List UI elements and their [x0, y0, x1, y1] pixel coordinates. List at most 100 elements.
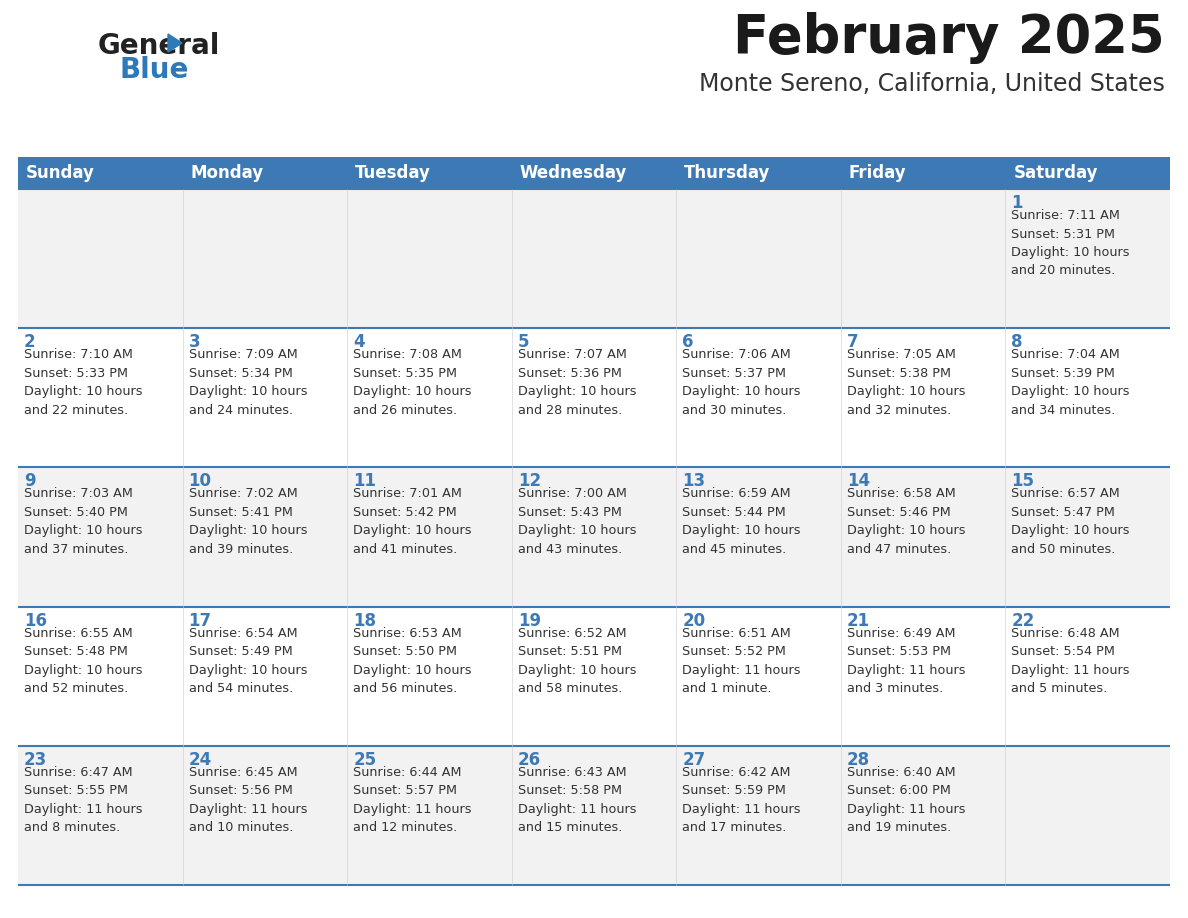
Text: 22: 22 [1011, 611, 1035, 630]
Text: Sunrise: 6:48 AM
Sunset: 5:54 PM
Daylight: 11 hours
and 5 minutes.: Sunrise: 6:48 AM Sunset: 5:54 PM Dayligh… [1011, 627, 1130, 695]
Bar [183, 467, 347, 607]
Text: 21: 21 [847, 611, 870, 630]
Text: Sunrise: 7:06 AM
Sunset: 5:37 PM
Daylight: 10 hours
and 30 minutes.: Sunrise: 7:06 AM Sunset: 5:37 PM Dayligh… [682, 348, 801, 417]
Text: 13: 13 [682, 473, 706, 490]
Bar [18, 329, 183, 467]
Text: 27: 27 [682, 751, 706, 768]
Bar [183, 157, 347, 189]
Text: Thursday: Thursday [684, 164, 771, 182]
Bar [1005, 745, 1170, 885]
Bar [183, 329, 347, 467]
Text: Blue: Blue [120, 56, 189, 84]
Text: Sunrise: 7:09 AM
Sunset: 5:34 PM
Daylight: 10 hours
and 24 minutes.: Sunrise: 7:09 AM Sunset: 5:34 PM Dayligh… [189, 348, 307, 417]
Text: Friday: Friday [849, 164, 906, 182]
Text: February 2025: February 2025 [733, 12, 1165, 64]
Text: 19: 19 [518, 611, 541, 630]
Text: 12: 12 [518, 473, 541, 490]
Bar [183, 189, 347, 329]
Text: Sunrise: 6:47 AM
Sunset: 5:55 PM
Daylight: 11 hours
and 8 minutes.: Sunrise: 6:47 AM Sunset: 5:55 PM Dayligh… [24, 766, 143, 834]
Bar [512, 329, 676, 467]
Text: Sunrise: 6:59 AM
Sunset: 5:44 PM
Daylight: 10 hours
and 45 minutes.: Sunrise: 6:59 AM Sunset: 5:44 PM Dayligh… [682, 487, 801, 556]
Bar [676, 607, 841, 745]
Text: 4: 4 [353, 333, 365, 352]
Text: Sunrise: 7:01 AM
Sunset: 5:42 PM
Daylight: 10 hours
and 41 minutes.: Sunrise: 7:01 AM Sunset: 5:42 PM Dayligh… [353, 487, 472, 556]
Text: Tuesday: Tuesday [355, 164, 431, 182]
Bar [676, 467, 841, 607]
Text: 23: 23 [24, 751, 48, 768]
Text: Sunrise: 6:58 AM
Sunset: 5:46 PM
Daylight: 10 hours
and 47 minutes.: Sunrise: 6:58 AM Sunset: 5:46 PM Dayligh… [847, 487, 966, 556]
Bar [18, 607, 183, 745]
Bar [18, 467, 183, 607]
Bar [1005, 157, 1170, 189]
Bar [1005, 467, 1170, 607]
Bar [18, 745, 183, 885]
Text: Sunday: Sunday [26, 164, 95, 182]
Bar [347, 467, 512, 607]
Bar [18, 189, 183, 329]
Text: Monday: Monday [190, 164, 264, 182]
Text: Sunrise: 6:43 AM
Sunset: 5:58 PM
Daylight: 11 hours
and 15 minutes.: Sunrise: 6:43 AM Sunset: 5:58 PM Dayligh… [518, 766, 637, 834]
Text: Sunrise: 6:54 AM
Sunset: 5:49 PM
Daylight: 10 hours
and 54 minutes.: Sunrise: 6:54 AM Sunset: 5:49 PM Dayligh… [189, 627, 307, 695]
Text: 14: 14 [847, 473, 870, 490]
Text: 1: 1 [1011, 194, 1023, 212]
Bar [841, 607, 1005, 745]
Bar [347, 745, 512, 885]
Text: 8: 8 [1011, 333, 1023, 352]
Text: Sunrise: 6:52 AM
Sunset: 5:51 PM
Daylight: 10 hours
and 58 minutes.: Sunrise: 6:52 AM Sunset: 5:51 PM Dayligh… [518, 627, 637, 695]
Bar [841, 745, 1005, 885]
Text: 6: 6 [682, 333, 694, 352]
Text: Monte Sereno, California, United States: Monte Sereno, California, United States [699, 72, 1165, 96]
Text: Sunrise: 6:57 AM
Sunset: 5:47 PM
Daylight: 10 hours
and 50 minutes.: Sunrise: 6:57 AM Sunset: 5:47 PM Dayligh… [1011, 487, 1130, 556]
Bar [347, 157, 512, 189]
Text: Sunrise: 7:07 AM
Sunset: 5:36 PM
Daylight: 10 hours
and 28 minutes.: Sunrise: 7:07 AM Sunset: 5:36 PM Dayligh… [518, 348, 637, 417]
Bar [1005, 607, 1170, 745]
Text: 28: 28 [847, 751, 870, 768]
Bar [676, 157, 841, 189]
Text: 25: 25 [353, 751, 377, 768]
Text: Sunrise: 6:44 AM
Sunset: 5:57 PM
Daylight: 11 hours
and 12 minutes.: Sunrise: 6:44 AM Sunset: 5:57 PM Dayligh… [353, 766, 472, 834]
Bar [183, 745, 347, 885]
Text: Sunrise: 6:53 AM
Sunset: 5:50 PM
Daylight: 10 hours
and 56 minutes.: Sunrise: 6:53 AM Sunset: 5:50 PM Dayligh… [353, 627, 472, 695]
Text: 18: 18 [353, 611, 377, 630]
Bar [18, 157, 183, 189]
Bar [676, 329, 841, 467]
Text: Sunrise: 6:55 AM
Sunset: 5:48 PM
Daylight: 10 hours
and 52 minutes.: Sunrise: 6:55 AM Sunset: 5:48 PM Dayligh… [24, 627, 143, 695]
Bar [841, 329, 1005, 467]
Bar [1005, 189, 1170, 329]
Text: Sunrise: 6:49 AM
Sunset: 5:53 PM
Daylight: 11 hours
and 3 minutes.: Sunrise: 6:49 AM Sunset: 5:53 PM Dayligh… [847, 627, 966, 695]
Text: 3: 3 [189, 333, 201, 352]
Text: 17: 17 [189, 611, 211, 630]
Text: 5: 5 [518, 333, 529, 352]
Bar [183, 607, 347, 745]
Text: Sunrise: 7:02 AM
Sunset: 5:41 PM
Daylight: 10 hours
and 39 minutes.: Sunrise: 7:02 AM Sunset: 5:41 PM Dayligh… [189, 487, 307, 556]
Bar [347, 607, 512, 745]
Text: 26: 26 [518, 751, 541, 768]
Text: Sunrise: 6:51 AM
Sunset: 5:52 PM
Daylight: 11 hours
and 1 minute.: Sunrise: 6:51 AM Sunset: 5:52 PM Dayligh… [682, 627, 801, 695]
Polygon shape [168, 34, 182, 52]
Bar [841, 189, 1005, 329]
Bar [512, 745, 676, 885]
Bar [512, 607, 676, 745]
Text: 11: 11 [353, 473, 377, 490]
Bar [512, 189, 676, 329]
Bar [512, 157, 676, 189]
Text: 20: 20 [682, 611, 706, 630]
Bar [841, 467, 1005, 607]
Bar [1005, 329, 1170, 467]
Text: Sunrise: 6:42 AM
Sunset: 5:59 PM
Daylight: 11 hours
and 17 minutes.: Sunrise: 6:42 AM Sunset: 5:59 PM Dayligh… [682, 766, 801, 834]
Text: 2: 2 [24, 333, 36, 352]
Bar [347, 189, 512, 329]
Bar [676, 189, 841, 329]
Bar [347, 329, 512, 467]
Text: 9: 9 [24, 473, 36, 490]
Text: Sunrise: 6:45 AM
Sunset: 5:56 PM
Daylight: 11 hours
and 10 minutes.: Sunrise: 6:45 AM Sunset: 5:56 PM Dayligh… [189, 766, 307, 834]
Text: Sunrise: 7:05 AM
Sunset: 5:38 PM
Daylight: 10 hours
and 32 minutes.: Sunrise: 7:05 AM Sunset: 5:38 PM Dayligh… [847, 348, 966, 417]
Text: Sunrise: 7:03 AM
Sunset: 5:40 PM
Daylight: 10 hours
and 37 minutes.: Sunrise: 7:03 AM Sunset: 5:40 PM Dayligh… [24, 487, 143, 556]
Text: Saturday: Saturday [1013, 164, 1098, 182]
Bar [841, 157, 1005, 189]
Bar [512, 467, 676, 607]
Text: 16: 16 [24, 611, 48, 630]
Text: 7: 7 [847, 333, 859, 352]
Text: General: General [97, 32, 221, 60]
Text: Sunrise: 7:10 AM
Sunset: 5:33 PM
Daylight: 10 hours
and 22 minutes.: Sunrise: 7:10 AM Sunset: 5:33 PM Dayligh… [24, 348, 143, 417]
